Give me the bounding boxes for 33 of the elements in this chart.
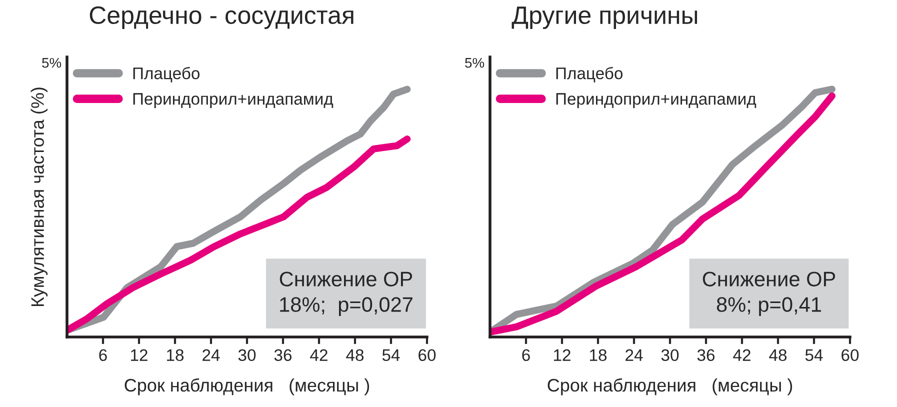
x-tick-label: 30	[661, 349, 679, 362]
x-tick-label: 36	[697, 349, 715, 362]
x-tick-label: 12	[554, 349, 570, 361]
x-tick-label: 42	[733, 349, 750, 361]
chart-title: Сердечно - сосудистая	[90, 6, 354, 29]
x-tick-label: 12	[131, 349, 148, 361]
x-tick-label: 60	[418, 349, 436, 362]
legend-label: Периндоприл+индапамид	[133, 93, 334, 108]
x-tick-label: 24	[626, 349, 643, 361]
annotation: Снижение ОР 8%; p=0,41	[702, 272, 836, 316]
chart-title: Другие причины	[512, 6, 698, 29]
legend-label: Периндоприл+индапамид	[556, 93, 756, 108]
legend-label: Плацебо	[133, 66, 200, 82]
x-tick-label: 6	[99, 349, 107, 362]
x-tick-label: 30	[238, 349, 256, 362]
x-tick-label: 24	[202, 349, 220, 361]
text: 5%	[465, 58, 484, 68]
x-axis-title: Срок наблюдения (месяцы )	[124, 378, 370, 396]
x-axis-title: Срок наблюдения (месяцы )	[548, 378, 792, 396]
x-tick-label: 48	[769, 349, 787, 362]
x-tick-label: 6	[522, 349, 530, 362]
annotation: Снижение ОР 18%; p=0,027	[280, 272, 412, 316]
x-tick-label: 18	[590, 349, 607, 362]
x-tick-label: 54	[382, 349, 400, 362]
y-axis-title: Кумулятивная частота (%)	[30, 88, 48, 306]
x-tick-label: 60	[842, 349, 859, 362]
x-tick-label: 48	[346, 349, 364, 362]
x-tick-label: 54	[805, 349, 823, 362]
x-tick-label: 18	[167, 349, 184, 362]
x-tick-label: 36	[274, 349, 292, 362]
x-tick-label: 42	[310, 349, 328, 361]
text: 5%	[42, 58, 62, 68]
legend-label: Плацебо	[556, 66, 623, 82]
